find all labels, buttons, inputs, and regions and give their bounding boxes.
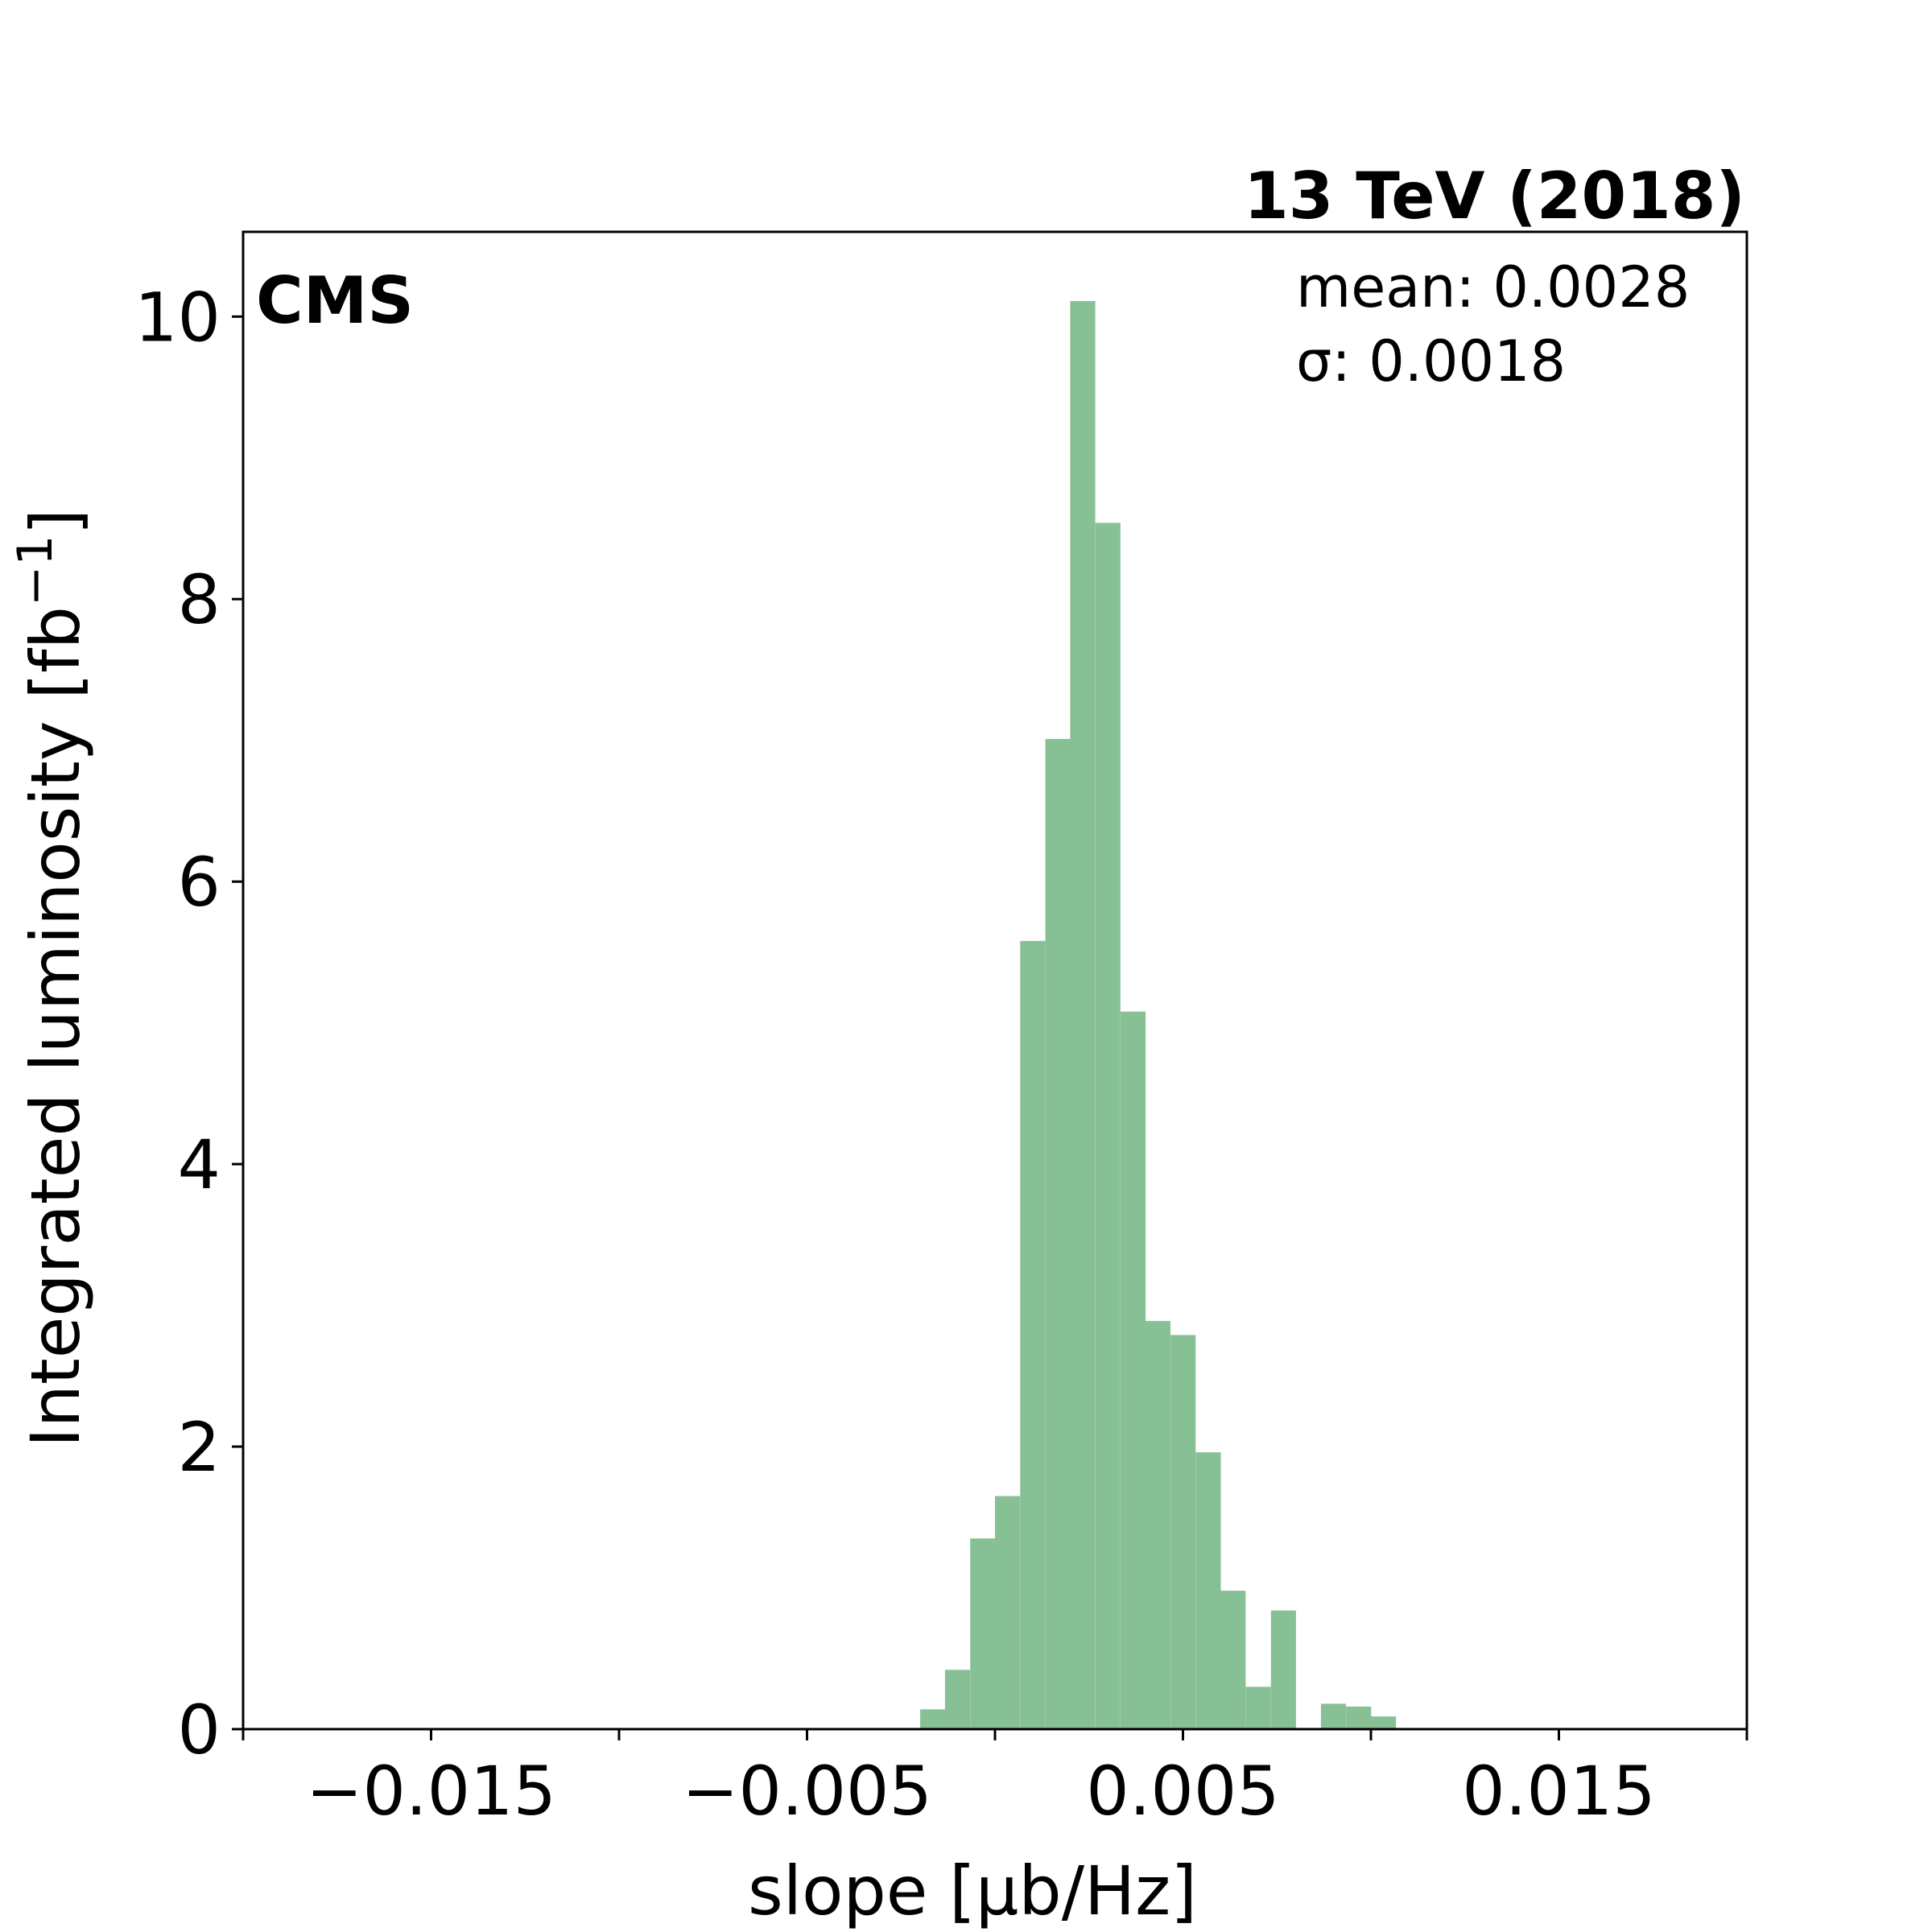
histogram-bar-3 xyxy=(995,1496,1021,1729)
histogram-bar-14 xyxy=(1270,1610,1296,1729)
y-tick-label-0: 0 xyxy=(178,1690,221,1769)
y-tick-label-3: 6 xyxy=(178,843,221,922)
histogram-bar-15 xyxy=(1320,1703,1347,1729)
histogram-bar-13 xyxy=(1245,1686,1271,1729)
stat-sigma: σ: 0.0018 xyxy=(1296,328,1566,394)
histogram-bar-4 xyxy=(1020,940,1046,1729)
y-axis-title-exponent: −1 xyxy=(7,535,64,606)
energy-label: 13 TeV (2018) xyxy=(1244,159,1745,233)
x-axis-ticks: −0.015 −0.005 0.005 0.015 xyxy=(242,1729,1748,1831)
histogram-bar-5 xyxy=(1045,738,1071,1730)
histogram-bar-11 xyxy=(1195,1452,1221,1729)
y-tick-label-2: 4 xyxy=(178,1125,221,1204)
histogram-bar-6 xyxy=(1070,300,1096,1729)
histogram-bar-10 xyxy=(1170,1335,1196,1729)
x-tick-label-1: −0.005 xyxy=(682,1752,932,1831)
plot-frame xyxy=(242,230,1748,1731)
y-axis-title-main: Integrated luminosity [fb xyxy=(16,606,95,1447)
y-tick-label-1: 2 xyxy=(178,1408,221,1487)
y-tick-label-5: 10 xyxy=(134,278,221,357)
histogram-bar-0 xyxy=(920,1709,946,1729)
x-tick-label-2: 0.005 xyxy=(1086,1752,1279,1831)
stat-mean: mean: 0.0028 xyxy=(1296,254,1690,320)
experiment-label: CMS xyxy=(256,263,414,338)
x-tick-label-0: −0.015 xyxy=(306,1752,556,1831)
histogram-bar-1 xyxy=(944,1670,971,1729)
histogram-bar-9 xyxy=(1145,1320,1170,1729)
histogram-bar-7 xyxy=(1095,522,1121,1729)
histogram-bars xyxy=(920,300,1397,1730)
x-axis-title: slope [µb/Hz] xyxy=(748,1852,1197,1930)
y-axis-title: Integrated luminosity [fb−1] xyxy=(7,509,95,1447)
histogram-bar-8 xyxy=(1120,1011,1146,1729)
x-tick-label-3: 0.015 xyxy=(1462,1752,1655,1831)
histogram-bar-17 xyxy=(1371,1716,1397,1729)
histogram-bar-2 xyxy=(970,1538,996,1729)
y-axis-title-bracket: ] xyxy=(16,509,95,535)
y-tick-label-4: 8 xyxy=(178,560,221,639)
histogram-bar-16 xyxy=(1346,1706,1372,1729)
histogram-bar-12 xyxy=(1220,1591,1246,1729)
y-axis-ticks: 0 2 4 6 8 10 xyxy=(134,278,243,1769)
